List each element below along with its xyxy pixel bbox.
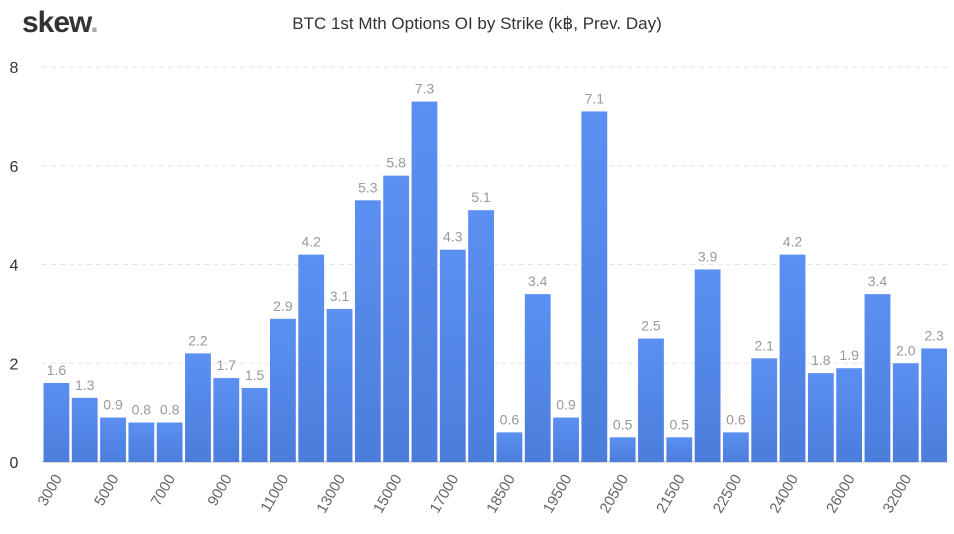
- data-label: 1.6: [47, 362, 67, 378]
- x-tick-label: 32000: [880, 472, 916, 517]
- x-tick-label: 5000: [91, 472, 122, 509]
- y-tick-label: 8: [10, 60, 19, 77]
- bar: [921, 348, 947, 462]
- bar: [439, 249, 466, 462]
- data-label: 3.1: [330, 288, 350, 304]
- bar: [892, 363, 919, 462]
- bar: [751, 358, 778, 462]
- data-label: 2.2: [188, 332, 208, 348]
- data-label: 0.9: [556, 397, 576, 413]
- data-label: 4.2: [783, 234, 803, 250]
- x-tick-label: 20500: [597, 472, 633, 517]
- bar: [270, 318, 296, 462]
- data-label: 5.8: [386, 155, 406, 171]
- bar: [241, 387, 268, 462]
- bar: [326, 308, 353, 462]
- data-label: 3.4: [528, 273, 548, 289]
- bar: [581, 111, 608, 462]
- y-tick-label: 6: [10, 159, 19, 176]
- data-label: 0.5: [613, 416, 633, 432]
- x-tick-label: 26000: [823, 472, 859, 517]
- x-tick-label: 17000: [427, 472, 463, 517]
- data-label: 0.5: [670, 416, 690, 432]
- bar: [411, 101, 438, 462]
- data-label: 4.2: [301, 234, 321, 250]
- x-tick-label: 18500: [483, 472, 519, 517]
- y-tick-label: 2: [10, 356, 19, 373]
- data-label: 4.3: [443, 229, 463, 245]
- bar: [694, 269, 721, 462]
- y-tick-label: 4: [10, 258, 19, 275]
- data-label: 0.8: [160, 402, 180, 418]
- bar: [354, 200, 381, 462]
- x-tick-label: 22500: [710, 472, 746, 517]
- logo-text: skew: [22, 6, 91, 39]
- data-label: 7.3: [415, 81, 435, 97]
- bar: [213, 378, 240, 462]
- x-tick-label: 3000: [34, 472, 65, 509]
- bar: [496, 432, 523, 462]
- data-label: 3.9: [698, 248, 718, 264]
- x-tick-label: 13000: [313, 472, 349, 517]
- data-label: 1.3: [75, 377, 95, 393]
- bar: [383, 175, 410, 462]
- data-label: 2.1: [754, 337, 774, 353]
- bar: [71, 397, 98, 462]
- bar: [779, 254, 806, 462]
- bar: [156, 422, 183, 462]
- data-label: 7.1: [585, 90, 605, 106]
- bar: [298, 254, 325, 462]
- data-label: 0.8: [132, 402, 152, 418]
- logo-dot: .: [90, 6, 98, 39]
- x-tick-label: 7000: [148, 472, 179, 509]
- chart-title: BTC 1st Mth Options OI by Strike (k฿, Pr…: [292, 14, 662, 33]
- data-label: 0.9: [103, 397, 123, 413]
- data-label: 2.5: [641, 318, 661, 334]
- data-label: 3.4: [868, 273, 888, 289]
- x-tick-label: 19500: [540, 472, 576, 517]
- x-tick-label: 11000: [257, 472, 292, 516]
- x-tick-label: 24000: [766, 472, 802, 517]
- x-tick-label: 21500: [653, 472, 689, 517]
- bar: [185, 353, 211, 462]
- bar: [524, 294, 551, 462]
- data-label: 0.6: [726, 411, 746, 427]
- bar: [666, 437, 693, 462]
- data-label: 1.7: [217, 357, 237, 373]
- bar: [609, 437, 636, 462]
- bar: [864, 294, 891, 462]
- bar: [468, 210, 494, 462]
- bar: [43, 383, 70, 462]
- bar: [807, 373, 834, 462]
- bar: [128, 422, 155, 462]
- x-tick-label: 15000: [370, 472, 406, 517]
- data-label: 5.1: [471, 189, 491, 205]
- data-label: 2.3: [924, 327, 944, 343]
- data-label: 0.6: [500, 411, 520, 427]
- data-label: 2.9: [273, 298, 293, 314]
- y-tick-label: 0: [10, 455, 19, 472]
- bar: [553, 417, 579, 462]
- data-label: 2.0: [896, 342, 916, 358]
- bar: [723, 432, 749, 462]
- data-label: 1.5: [245, 367, 265, 383]
- x-tick-label: 9000: [204, 472, 235, 509]
- data-label: 1.9: [839, 347, 859, 363]
- bar: [100, 417, 126, 462]
- data-label: 1.8: [811, 352, 831, 368]
- bar: [638, 338, 664, 462]
- skew-logo: skew.: [22, 6, 99, 40]
- data-label: 5.3: [358, 179, 378, 195]
- bar: [836, 368, 863, 462]
